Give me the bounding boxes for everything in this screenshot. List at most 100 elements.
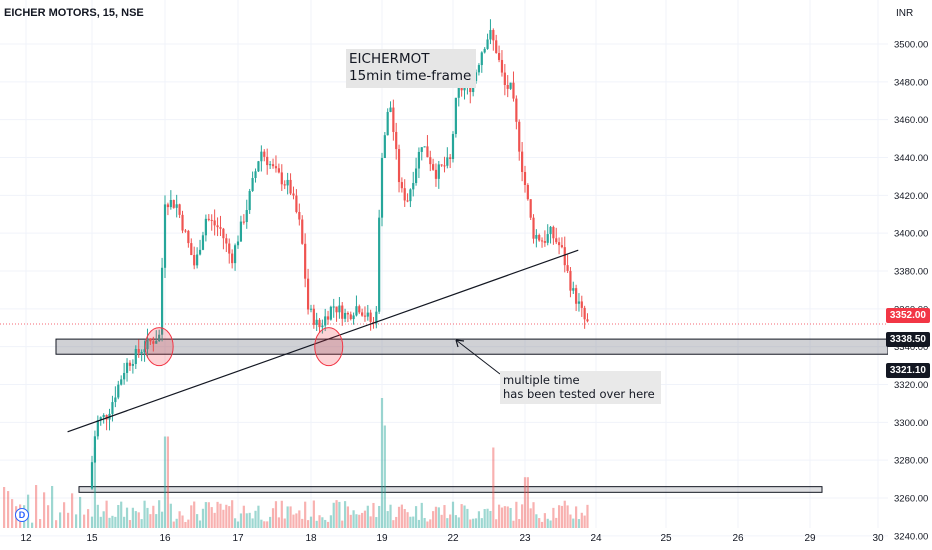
x-tick-label: 30 [872,533,884,544]
candle-body [167,204,169,207]
note-annotation[interactable]: multiple time has been tested over here [500,371,661,404]
candle-body [222,229,224,238]
volume-bar [108,518,110,528]
candle-body [449,157,451,159]
volume-bar [214,513,216,528]
volume-bar [507,506,509,528]
x-tick-label: 19 [376,533,388,544]
title-annotation[interactable]: EICHERMOT 15min time-frame [346,49,476,88]
volume-bar [313,500,315,528]
candle-body [495,40,497,53]
volume-bar [91,517,93,528]
volume-bar [321,517,323,528]
volume-bar [406,512,408,528]
y-tick-label: 3300.00 [894,418,928,429]
candle-body [510,83,512,89]
candle-body [126,363,128,373]
volume-bar [341,521,343,528]
candle-body [333,307,335,308]
candle-body [370,313,372,322]
y-tick-label: 3320.00 [894,380,928,391]
candle-body [501,60,503,73]
volume-bar [338,502,340,528]
volume-bar [281,501,283,528]
volume-bar [316,521,318,528]
volume-bar [510,508,512,528]
candle-body [257,161,259,171]
candle-body [426,146,428,157]
candle-body [492,30,494,40]
y-tick-label: 3440.00 [894,153,928,164]
volume-bar [561,506,563,528]
volume-bar [327,522,329,528]
candle-body [129,363,131,366]
candle-body [518,122,520,152]
volume-bar [392,520,394,528]
note-annotation-line2: has been tested over here [503,387,655,401]
candle-body [295,196,297,212]
price-axis[interactable]: INR 3240.00 3260.00 3280.00 3300.00 3320.00 33… [888,0,932,550]
candle-body [535,235,537,239]
candle-body [202,235,204,250]
volume-bar [211,507,213,528]
candle-body [208,219,210,220]
x-tick-label: 25 [660,533,672,544]
candle-body [481,52,483,65]
candle-body [384,135,386,158]
volume-bar [249,513,251,528]
volume-bar [575,506,577,528]
candle-body [575,288,577,304]
candle-body [353,315,355,319]
candle-body [398,149,400,182]
volume-bar [389,505,391,528]
candle-body [214,220,216,225]
support-zone-lower [79,487,822,493]
dividend-badge-icon[interactable]: D [15,508,29,522]
candle-body [275,166,277,168]
candle-body [316,320,318,325]
volume-bar [358,515,360,528]
candle-body [484,49,486,52]
volume-bar [492,448,494,529]
candle-body [196,255,198,266]
time-axis[interactable]: 12151617181922232425262930Sep [20,533,932,544]
volume-bar [395,517,397,528]
volume-bar [51,486,53,528]
candle-body [446,157,448,165]
candle-body [552,227,554,238]
candle-body [538,235,540,240]
candle-body [567,265,569,271]
volume-bar [384,426,386,529]
volume-bar [370,516,372,528]
volume-bar [55,520,57,528]
note-annotation-line1: multiple time [503,373,655,387]
candle-body [123,373,125,379]
volume-bar [260,520,262,528]
candle-body [135,349,137,364]
candle-body [378,218,380,312]
candle-body [246,210,248,222]
volume-bar [184,522,186,528]
volume-bar [472,519,474,528]
volume-bar [455,515,457,528]
candle-body [395,132,397,149]
candle-body [138,349,140,353]
volume-bar [143,501,145,528]
y-tick-label: 3420.00 [894,191,928,202]
candle-body [211,220,213,221]
volume-bar [146,508,148,528]
volume-bar [518,519,520,528]
candle-body [249,191,251,210]
candle-body [260,152,262,162]
candle-body [561,245,563,247]
volume-bar [558,505,560,528]
volume-bar [129,520,131,528]
volume-bar [254,511,256,528]
volume-bar [378,506,380,528]
volume-bar [418,520,420,528]
volume-bar [275,501,277,528]
candles [91,19,589,490]
volume-bar [149,514,151,528]
candle-body [443,165,445,166]
candle-body [111,402,113,414]
